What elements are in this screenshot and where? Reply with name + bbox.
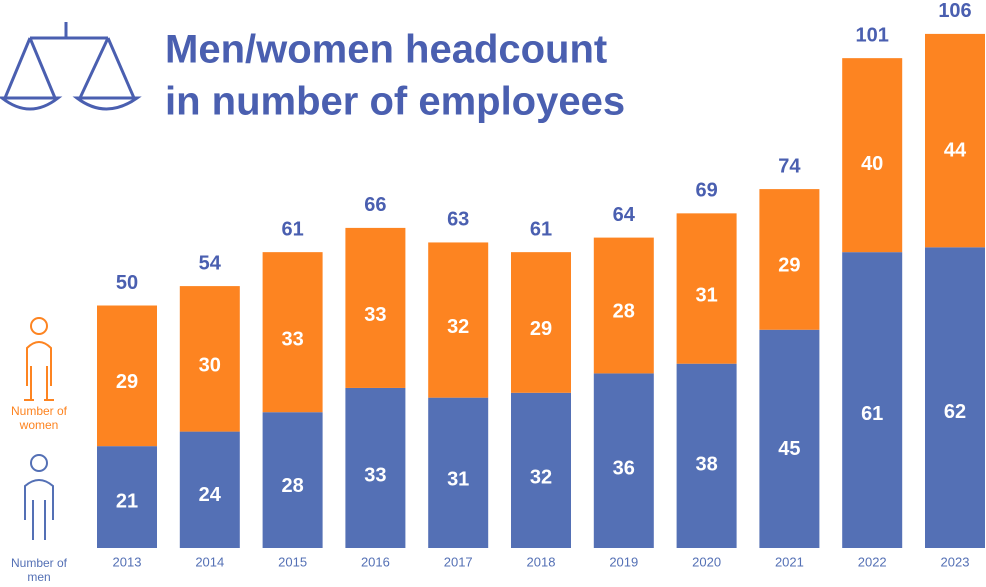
value-label: 31: [447, 469, 469, 491]
value-label: 32: [530, 466, 552, 488]
bar-segment: [676, 363, 737, 548]
x-tick-label: 2015: [278, 554, 307, 569]
value-label: 38: [695, 453, 717, 475]
total-label: 61: [530, 218, 552, 240]
bar-segment: [262, 412, 323, 548]
total-label: 69: [695, 180, 717, 202]
value-label: 45: [778, 438, 800, 460]
total-label: 101: [856, 24, 889, 46]
value-label: 44: [944, 140, 967, 162]
x-tick-label: 2022: [858, 554, 887, 569]
bar-segment: [428, 242, 489, 398]
bar-segment: [925, 33, 985, 248]
x-tick-label: 2021: [775, 554, 804, 569]
value-label: 29: [530, 318, 552, 340]
total-label: 64: [613, 204, 636, 226]
scale-icon: [0, 22, 142, 111]
value-label: 21: [116, 490, 138, 512]
value-label: 61: [861, 403, 883, 425]
value-label: 33: [281, 328, 303, 350]
legend-men: Number of men: [10, 556, 68, 584]
bar-segment: [262, 252, 323, 413]
legend-women: Number of women: [10, 404, 68, 432]
total-label: 61: [281, 218, 303, 240]
total-label: 106: [938, 0, 971, 22]
total-label: 74: [778, 155, 801, 177]
bar-segment: [179, 431, 240, 548]
bar-segment: [511, 392, 571, 548]
men-icon: [24, 454, 54, 540]
value-label: 36: [613, 458, 635, 480]
bar-segment: [925, 247, 985, 549]
total-label: 54: [199, 252, 222, 274]
value-label: 29: [778, 255, 800, 277]
women-icon: [24, 317, 54, 401]
x-tick-label: 2013: [113, 554, 142, 569]
bar-segment: [593, 237, 654, 374]
value-label: 28: [281, 475, 303, 497]
value-label: 28: [613, 301, 635, 323]
x-tick-label: 2019: [609, 554, 638, 569]
total-label: 66: [364, 194, 386, 216]
value-label: 40: [861, 153, 883, 175]
bar-segment: [511, 252, 571, 393]
bar-segment: [97, 305, 157, 447]
bar-segment: [179, 286, 240, 432]
chart-title: Men/women headcount: [165, 28, 607, 72]
value-label: 32: [447, 316, 469, 338]
x-tick-label: 2016: [361, 554, 390, 569]
value-label: 24: [199, 484, 222, 506]
bar-segment: [759, 189, 820, 330]
bar-segment: [842, 252, 903, 548]
chart-title: in number of employees: [165, 80, 625, 124]
x-tick-label: 2014: [195, 554, 224, 569]
bar-segment: [345, 387, 406, 548]
value-label: 62: [944, 401, 966, 423]
x-tick-label: 2023: [941, 554, 970, 569]
x-tick-label: 2018: [527, 554, 556, 569]
bar-segment: [428, 397, 489, 548]
x-tick-label: 2017: [444, 554, 473, 569]
value-label: 30: [199, 354, 221, 376]
bar-segment: [345, 227, 406, 388]
x-tick-label: 2020: [692, 554, 721, 569]
total-label: 63: [447, 209, 469, 231]
total-label: 50: [116, 272, 138, 294]
bar-segment: [842, 58, 903, 253]
bar-segment: [97, 446, 157, 548]
value-label: 33: [364, 464, 386, 486]
bar-segment: [676, 213, 737, 364]
value-label: 29: [116, 371, 138, 393]
bar-segment: [593, 373, 654, 548]
bar-segment: [759, 329, 820, 548]
value-label: 31: [695, 284, 717, 306]
value-label: 33: [364, 304, 386, 326]
